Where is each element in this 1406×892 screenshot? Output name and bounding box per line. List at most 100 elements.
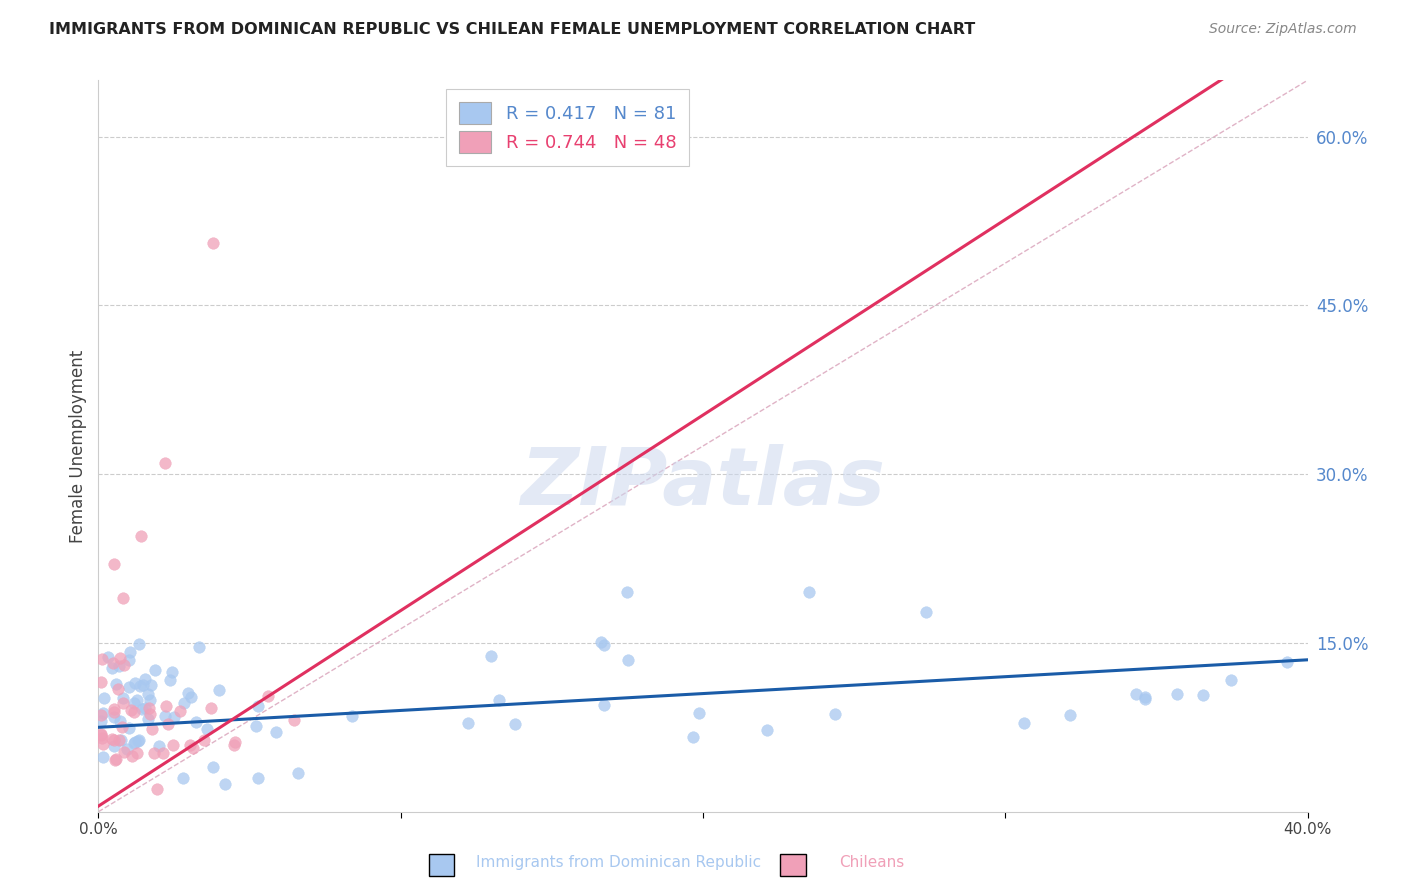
Point <box>184 715 207 730</box>
Point <box>124 676 146 690</box>
Y-axis label: Female Unemployment: Female Unemployment <box>69 350 87 542</box>
Point <box>108 714 131 728</box>
Point <box>103 739 125 753</box>
Point <box>143 746 166 760</box>
Point <box>155 698 177 713</box>
Point <box>127 734 149 748</box>
Point <box>136 713 159 727</box>
Point <box>122 736 145 750</box>
Point <box>214 776 236 790</box>
Point <box>90 731 112 746</box>
Point <box>756 723 779 738</box>
Point <box>110 733 132 747</box>
Text: ZIPatlas: ZIPatlas <box>520 443 886 522</box>
Point <box>592 698 614 713</box>
Point <box>122 705 145 719</box>
Point <box>108 659 131 673</box>
Point <box>287 766 309 780</box>
Point <box>141 723 163 737</box>
Point <box>90 714 112 728</box>
Point <box>129 679 152 693</box>
Point <box>202 760 225 774</box>
Point <box>342 708 364 723</box>
Point <box>488 693 510 707</box>
Point <box>111 720 134 734</box>
Point <box>138 706 160 721</box>
Point <box>90 727 112 741</box>
Point <box>159 673 181 687</box>
Point <box>118 721 141 735</box>
Point <box>91 706 114 720</box>
Point <box>111 696 134 710</box>
Point <box>122 696 145 710</box>
Point <box>616 585 638 599</box>
Point <box>1133 692 1156 706</box>
Point <box>172 771 194 785</box>
Point <box>125 692 148 706</box>
Point <box>148 739 170 754</box>
Text: IMMIGRANTS FROM DOMINICAN REPUBLIC VS CHILEAN FEMALE UNEMPLOYMENT CORRELATION CH: IMMIGRANTS FROM DOMINICAN REPUBLIC VS CH… <box>49 22 976 37</box>
Text: Immigrants from Dominican Republic: Immigrants from Dominican Republic <box>477 855 761 870</box>
Point <box>124 735 146 749</box>
Point <box>224 735 246 749</box>
Point <box>112 745 135 759</box>
Point <box>200 701 222 715</box>
Point <box>103 557 125 571</box>
Point <box>1275 655 1298 669</box>
Point <box>91 737 114 751</box>
Point <box>118 680 141 694</box>
Point <box>105 752 128 766</box>
Point <box>1059 707 1081 722</box>
Point <box>129 529 152 543</box>
Point <box>266 724 288 739</box>
Point <box>245 719 267 733</box>
Point <box>797 585 820 599</box>
Point <box>479 648 502 663</box>
Point <box>181 741 204 756</box>
Point <box>593 638 616 652</box>
Point <box>160 665 183 679</box>
Point <box>103 709 125 723</box>
Point <box>103 702 125 716</box>
Point <box>132 678 155 692</box>
Point <box>112 691 135 706</box>
Point <box>103 705 125 719</box>
Point <box>108 651 131 665</box>
Point <box>163 710 186 724</box>
Point <box>155 708 177 723</box>
Point <box>103 753 125 767</box>
Point <box>108 733 131 747</box>
Point <box>103 733 125 747</box>
Point <box>688 706 710 720</box>
Point <box>131 701 153 715</box>
Point <box>134 673 156 687</box>
Point <box>283 713 305 727</box>
Text: Source: ZipAtlas.com: Source: ZipAtlas.com <box>1209 22 1357 37</box>
Point <box>100 661 122 675</box>
Point <box>111 591 134 605</box>
Point <box>177 686 200 700</box>
Legend: R = 0.417   N = 81, R = 0.744   N = 48: R = 0.417 N = 81, R = 0.744 N = 48 <box>446 89 689 166</box>
Point <box>101 731 124 746</box>
Point <box>824 707 846 722</box>
Point <box>195 722 218 736</box>
Point <box>247 699 270 714</box>
Text: Chileans: Chileans <box>839 855 904 870</box>
Point <box>127 746 149 760</box>
Point <box>139 693 162 707</box>
Point <box>134 701 156 715</box>
Point <box>179 738 201 752</box>
Point <box>136 687 159 701</box>
Point <box>138 701 160 715</box>
Point <box>141 678 163 692</box>
Point <box>128 732 150 747</box>
Point <box>153 456 176 470</box>
Point <box>128 637 150 651</box>
Point <box>180 690 202 704</box>
Point <box>169 704 191 718</box>
Point <box>162 738 184 752</box>
Point <box>1125 687 1147 701</box>
Point <box>457 716 479 731</box>
Point <box>503 717 526 731</box>
Point <box>188 640 211 654</box>
